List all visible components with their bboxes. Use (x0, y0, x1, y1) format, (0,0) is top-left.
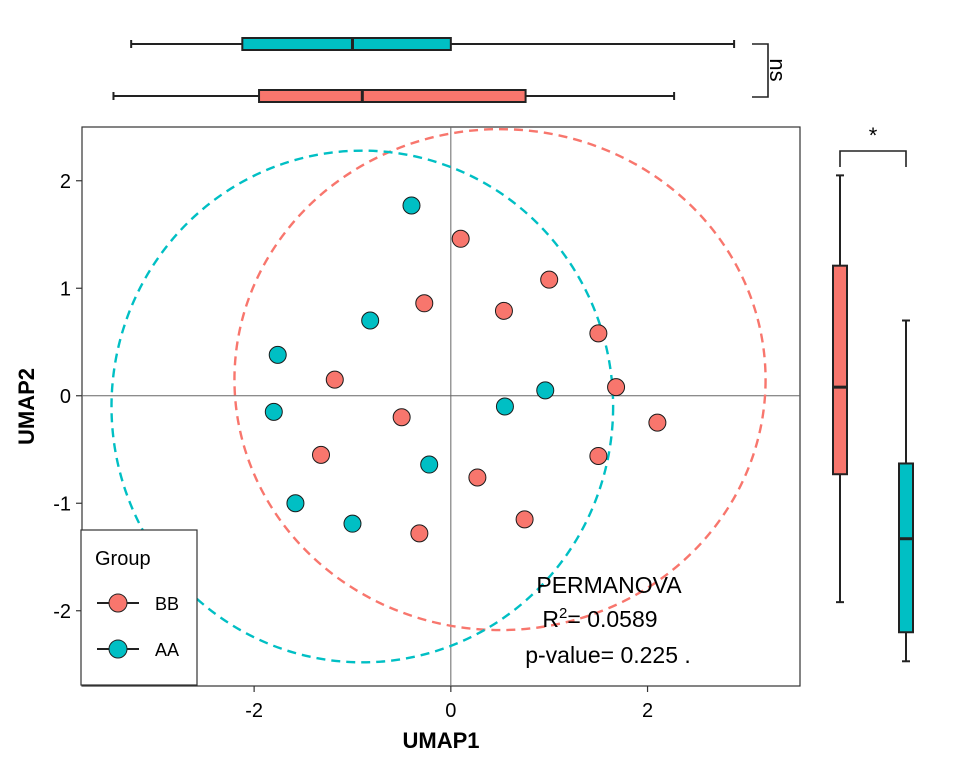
point-aa-7 (286, 494, 305, 513)
point-aa-2 (268, 345, 287, 364)
ellipse-aa (110, 149, 615, 664)
plot-panel (81, 126, 801, 687)
box-iqr (258, 89, 527, 103)
point-aa-1 (361, 311, 380, 330)
right-boxplot-bb (832, 174, 848, 604)
y-axis-ticks: -2 -1 0 1 2 (53, 171, 82, 623)
top-marginal-boxplots (112, 37, 736, 103)
y-tick-label-0: -2 (53, 601, 71, 623)
y-tick-label-3: 1 (60, 278, 71, 300)
point-bb-2 (415, 294, 434, 313)
point-bb-3 (494, 301, 513, 320)
box-iqr (898, 462, 914, 634)
point-bb-5 (325, 370, 344, 389)
y-axis-title: UMAP2 (14, 368, 39, 445)
r2-superscript: 2 (559, 605, 567, 622)
point-bb-11 (468, 468, 487, 487)
box-iqr (241, 37, 452, 51)
point-aa-4 (264, 402, 283, 421)
y-tick-label-2: 0 (60, 386, 71, 408)
x-tick-label-2: 2 (642, 700, 653, 722)
legend-marker-aa (108, 639, 128, 659)
x-tick-label-0: -2 (245, 700, 263, 722)
top-significance-bracket: ns (752, 43, 790, 98)
x-tick-label-1: 0 (445, 700, 456, 722)
right-boxplot-aa (898, 319, 914, 663)
point-aa-8 (343, 514, 362, 533)
legend-box (80, 529, 198, 686)
top-significance-label: ns (765, 58, 790, 81)
point-aa-3 (536, 381, 555, 400)
x-axis-title: UMAP1 (402, 728, 479, 753)
x-axis-ticks: -2 0 2 (245, 686, 653, 722)
legend-title: Group (95, 548, 151, 570)
annotation-pvalue: p-value= 0.225 . (525, 642, 691, 668)
reference-lines (82, 127, 800, 686)
top-boxplot-aa (130, 37, 736, 51)
right-marginal-boxplots (832, 174, 914, 663)
point-bb-10 (589, 446, 608, 465)
point-bb-13 (410, 524, 429, 543)
point-bb-7 (392, 408, 411, 427)
point-bb-12 (515, 510, 534, 529)
y-tick-label-4: 2 (60, 171, 71, 193)
annotation-title: PERMANOVA (536, 572, 682, 598)
legend-label-bb: BB (155, 594, 179, 614)
legend-item-aa: AA (97, 639, 179, 660)
permanova-annotation: PERMANOVA R2= 0.0589 p-value= 0.225 . (525, 572, 691, 668)
point-bb-1 (540, 270, 559, 289)
right-significance-bracket: * (839, 123, 907, 167)
confidence-ellipses (110, 127, 767, 664)
r2-base: R (542, 606, 559, 632)
point-aa-6 (420, 455, 439, 474)
box-iqr (832, 264, 848, 476)
legend: Group BB AA (80, 529, 198, 686)
r2-value: = 0.0589 (567, 606, 657, 632)
point-bb-8 (648, 413, 667, 432)
top-boxplot-bb (112, 89, 676, 103)
data-points (264, 196, 667, 543)
point-bb-9 (312, 445, 331, 464)
right-significance-label: * (869, 123, 878, 148)
annotation-r2: R2= 0.0589 (542, 605, 657, 632)
legend-label-aa: AA (155, 640, 179, 660)
point-bb-4 (589, 324, 608, 343)
point-bb-0 (451, 229, 470, 248)
legend-marker-bb (108, 593, 128, 613)
legend-item-bb: BB (97, 593, 179, 614)
point-aa-5 (495, 397, 514, 416)
y-tick-label-1: -1 (53, 493, 71, 515)
point-aa-0 (402, 196, 421, 215)
point-bb-6 (607, 378, 626, 397)
ellipse-bb (233, 127, 767, 632)
